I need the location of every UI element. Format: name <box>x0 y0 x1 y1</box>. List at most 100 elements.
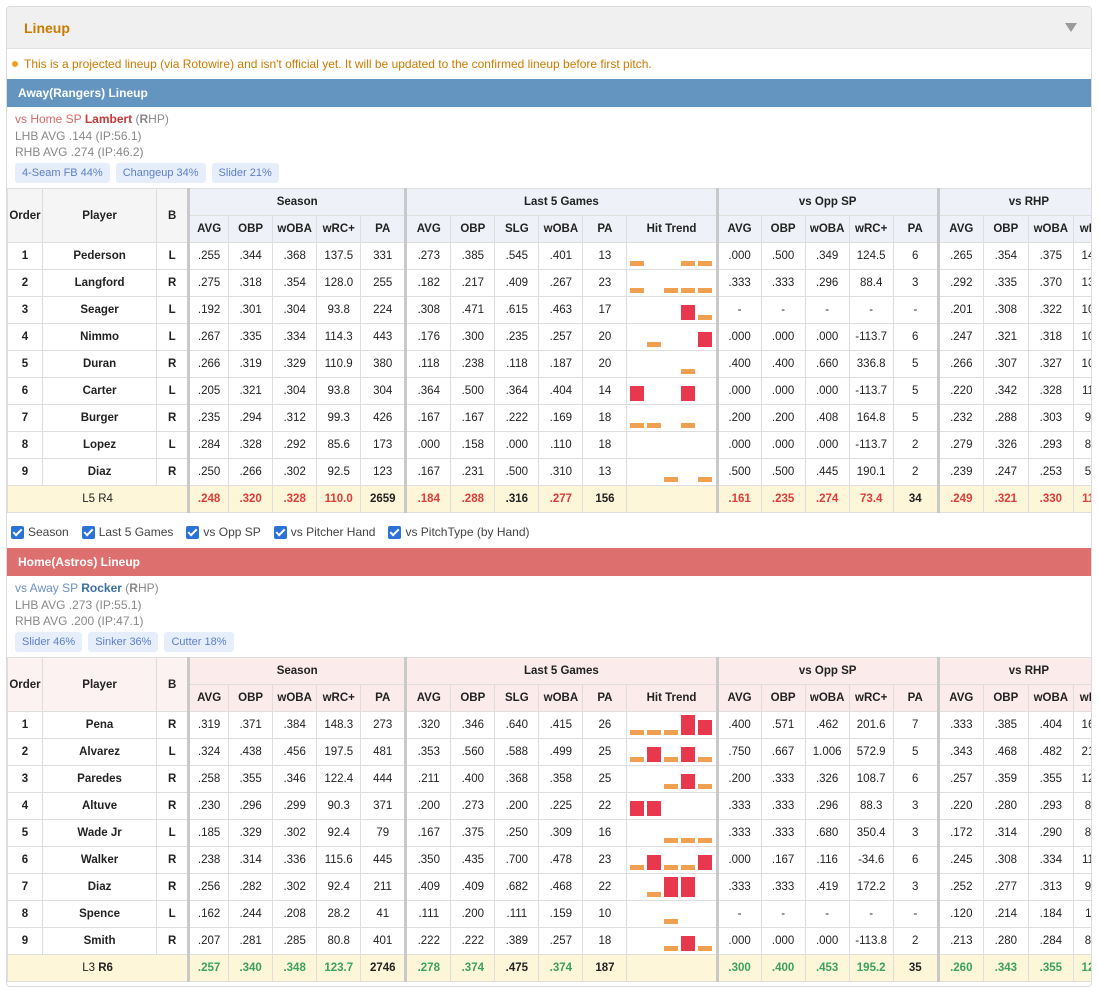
collapse-caret-icon[interactable] <box>1065 23 1077 32</box>
col-order[interactable]: Order <box>7 188 44 243</box>
player-row[interactable]: 2 Alvarez L .324.438.456 197.5 481.353.560.58… <box>7 738 1091 766</box>
player-name[interactable]: Carter <box>42 377 158 405</box>
col-hit-trend[interactable]: Hit Trend <box>626 684 719 712</box>
player-row[interactable]: 7 Burger R .235.294.312 99.3 426.167.167.222.… <box>7 404 1091 432</box>
checkbox-checked-icon[interactable] <box>388 525 402 539</box>
pitch-tag[interactable]: Slider 46% <box>15 631 83 652</box>
col-vs-hand-stat[interactable]: wOBA <box>1027 684 1074 712</box>
player-row[interactable]: 5 Duran R .266.319.329 110.9 380.118.238.118.… <box>7 350 1091 378</box>
checkbox-checked-icon[interactable] <box>186 525 200 539</box>
col-vs-opp-stat[interactable]: AVG <box>716 215 762 243</box>
col-last5-stat[interactable]: OBP <box>450 215 496 243</box>
pitch-tag[interactable]: Changeup 34% <box>115 162 206 183</box>
away-sp-name[interactable]: Lambert <box>84 112 133 126</box>
col-last5-stat[interactable]: OBP <box>450 684 496 712</box>
checkbox-checked-icon[interactable] <box>11 525 24 539</box>
col-last5-stat[interactable]: PA <box>582 684 628 712</box>
filter-vs-pitcher-hand[interactable]: vs Pitcher Hand <box>273 525 375 539</box>
player-name[interactable]: Altuve <box>42 792 158 820</box>
player-row[interactable]: 1 Pena R .319.371.384 148.3 273.320.346.640.4… <box>7 711 1091 739</box>
pitch-tag[interactable]: 4-Seam FB 44% <box>15 162 110 183</box>
player-row[interactable]: 3 Paredes R .258.355.346 122.4 444.211.400.36… <box>7 765 1091 793</box>
player-row[interactable]: 6 Carter L .205.321.304 93.8 304.364.500.364.… <box>7 377 1091 405</box>
col-season-stat[interactable]: PA <box>360 684 408 712</box>
player-name[interactable]: Pederson <box>42 242 158 270</box>
col-vs-hand-stat[interactable]: AVG <box>937 215 984 243</box>
player-name[interactable]: Paredes <box>42 765 158 793</box>
col-vs-opp-stat[interactable]: PA <box>892 215 940 243</box>
col-last5-stat[interactable]: SLG <box>494 684 540 712</box>
pitch-tag[interactable]: Slider 21% <box>211 162 279 183</box>
col-hit-trend[interactable]: Hit Trend <box>626 215 719 243</box>
player-row[interactable]: 4 Altuve R .230.296.299 90.3 371.200.273.200.… <box>7 792 1091 820</box>
player-name[interactable]: Burger <box>42 404 158 432</box>
col-last5-stat[interactable]: SLG <box>494 215 540 243</box>
player-name[interactable]: Smith <box>42 927 158 955</box>
col-season-stat[interactable]: wRC+ <box>316 684 362 712</box>
player-name[interactable]: Seager <box>42 296 158 324</box>
col-vs-opp-stat[interactable]: OBP <box>760 684 806 712</box>
panel-header[interactable]: Lineup <box>7 7 1091 49</box>
col-vs-opp-stat[interactable]: AVG <box>716 684 762 712</box>
col-vs-opp-stat[interactable]: wRC+ <box>848 684 894 712</box>
col-bat[interactable]: B <box>156 657 191 712</box>
col-vs-opp-stat[interactable]: wRC+ <box>848 215 894 243</box>
col-vs-hand-stat[interactable]: OBP <box>982 684 1029 712</box>
player-name[interactable]: Duran <box>42 350 158 378</box>
player-row[interactable]: 9 Diaz R .250.266.302 92.5 123.167.231.500.31… <box>7 458 1091 486</box>
player-name[interactable]: Spence <box>42 900 158 928</box>
checkbox-checked-icon[interactable] <box>273 525 287 539</box>
col-season-stat[interactable]: wRC+ <box>316 215 362 243</box>
col-vs-opp-stat[interactable]: wOBA <box>804 684 850 712</box>
player-row[interactable]: 7 Diaz R .256.282.302 92.4 211.409.409.682.46… <box>7 873 1091 901</box>
col-vs-opp-stat[interactable]: OBP <box>760 215 806 243</box>
col-vs-hand-stat[interactable]: wRC+ <box>1072 215 1091 243</box>
filter-season[interactable]: Season <box>11 525 69 539</box>
pitch-tag[interactable]: Sinker 36% <box>88 631 159 652</box>
col-last5-stat[interactable]: wOBA <box>538 684 584 712</box>
checkbox-checked-icon[interactable] <box>81 525 95 539</box>
col-season-stat[interactable]: AVG <box>188 215 230 243</box>
home-sp-name[interactable]: Rocker <box>81 581 122 595</box>
col-season-stat[interactable]: OBP <box>228 684 274 712</box>
pitch-tag[interactable]: Cutter 18% <box>164 631 234 652</box>
player-row[interactable]: 8 Spence L .162.244.208 28.2 41.111.200.111.1… <box>7 900 1091 928</box>
col-order[interactable]: Order <box>7 657 44 712</box>
player-name[interactable]: Diaz <box>42 873 158 901</box>
player-name[interactable]: Walker <box>42 846 158 874</box>
col-last5-stat[interactable]: AVG <box>405 684 452 712</box>
col-season-stat[interactable]: wOBA <box>272 684 318 712</box>
filter-last5[interactable]: Last 5 Games <box>81 525 173 539</box>
player-name[interactable]: Wade Jr <box>42 819 158 847</box>
col-vs-opp-stat[interactable]: PA <box>892 684 940 712</box>
col-vs-opp-stat[interactable]: wOBA <box>804 215 850 243</box>
col-vs-hand-stat[interactable]: wOBA <box>1027 215 1074 243</box>
col-last5-stat[interactable]: AVG <box>405 215 452 243</box>
player-row[interactable]: 4 Nimmo L .267.335.334 114.3 443.176.300.235.… <box>7 323 1091 351</box>
col-bat[interactable]: B <box>156 188 191 243</box>
player-name[interactable]: Nimmo <box>42 323 158 351</box>
col-player[interactable]: Player <box>42 657 158 712</box>
col-vs-hand-stat[interactable]: AVG <box>937 684 984 712</box>
player-row[interactable]: 6 Walker R .238.314.336 115.6 445.350.435.700… <box>7 846 1091 874</box>
col-season-stat[interactable]: PA <box>360 215 408 243</box>
col-vs-hand-stat[interactable]: wRC+ <box>1072 684 1091 712</box>
col-last5-stat[interactable]: PA <box>582 215 628 243</box>
player-name[interactable]: Diaz <box>42 458 158 486</box>
col-player[interactable]: Player <box>42 188 158 243</box>
col-season-stat[interactable]: OBP <box>228 215 274 243</box>
player-name[interactable]: Pena <box>42 711 158 739</box>
filter-vs-opp-sp[interactable]: vs Opp SP <box>186 525 261 539</box>
player-row[interactable]: 5 Wade Jr L .185.329.302 92.4 79.167.375.250.… <box>7 819 1091 847</box>
player-row[interactable]: 1 Pederson L .255.344.368 137.5 331.273.385.5… <box>7 242 1091 270</box>
col-vs-hand-stat[interactable]: OBP <box>982 215 1029 243</box>
col-last5-stat[interactable]: wOBA <box>538 215 584 243</box>
col-season-stat[interactable]: AVG <box>188 684 230 712</box>
col-season-stat[interactable]: wOBA <box>272 215 318 243</box>
filter-vs-pitchtype[interactable]: vs PitchType (by Hand) <box>388 525 530 539</box>
player-name[interactable]: Lopez <box>42 431 158 459</box>
player-row[interactable]: 2 Langford R .275.318.354 128.0 255.182.217.4… <box>7 269 1091 297</box>
player-name[interactable]: Alvarez <box>42 738 158 766</box>
player-row[interactable]: 3 Seager L .192.301.304 93.8 224.308.471.615.… <box>7 296 1091 324</box>
player-row[interactable]: 9 Smith R .207.281.285 80.8 401.222.222.389.2… <box>7 927 1091 955</box>
